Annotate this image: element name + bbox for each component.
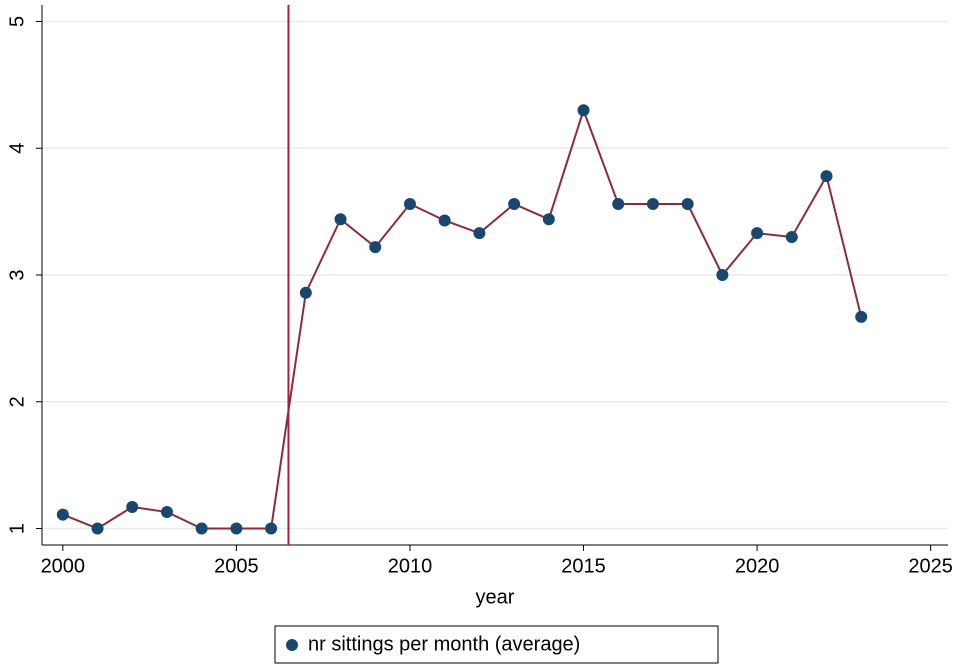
data-point — [403, 198, 416, 211]
legend-box — [274, 625, 719, 664]
data-point — [508, 198, 521, 211]
data-point — [473, 227, 486, 240]
data-point — [820, 170, 833, 183]
data-point — [751, 227, 764, 240]
legend-label: nr sittings per month (average) — [308, 633, 580, 655]
y-tick-label: 5 — [6, 16, 28, 27]
data-point — [785, 230, 798, 243]
data-point — [195, 522, 208, 535]
series-line — [62, 107, 863, 530]
y-tick-label: 4 — [6, 143, 28, 154]
x-tick-label: 2000 — [41, 555, 86, 577]
x-tick-label: 2010 — [388, 555, 433, 577]
legend-marker — [286, 639, 298, 651]
data-point — [577, 104, 590, 117]
x-axis-label: year — [476, 586, 515, 608]
data-point — [542, 213, 555, 226]
data-point — [855, 310, 868, 323]
x-tick-label: 2015 — [561, 555, 606, 577]
data-point — [230, 522, 243, 535]
data-point — [126, 500, 139, 513]
data-point — [91, 522, 104, 535]
data-point — [265, 522, 278, 535]
data-point — [681, 198, 694, 211]
x-tick-label: 2025 — [908, 555, 953, 577]
data-point — [438, 214, 451, 227]
y-tick-label: 1 — [6, 523, 28, 534]
data-point — [716, 269, 729, 281]
x-tick-label: 2005 — [214, 555, 259, 577]
data-point — [334, 213, 347, 226]
data-point — [56, 508, 69, 521]
x-tick-label: 2020 — [735, 555, 780, 577]
data-point — [369, 241, 382, 254]
y-tick-label: 2 — [6, 396, 28, 407]
data-point — [646, 198, 659, 211]
y-tick-label: 3 — [6, 269, 28, 280]
data-point — [160, 506, 173, 519]
data-point — [612, 198, 625, 211]
data-point — [299, 286, 312, 299]
